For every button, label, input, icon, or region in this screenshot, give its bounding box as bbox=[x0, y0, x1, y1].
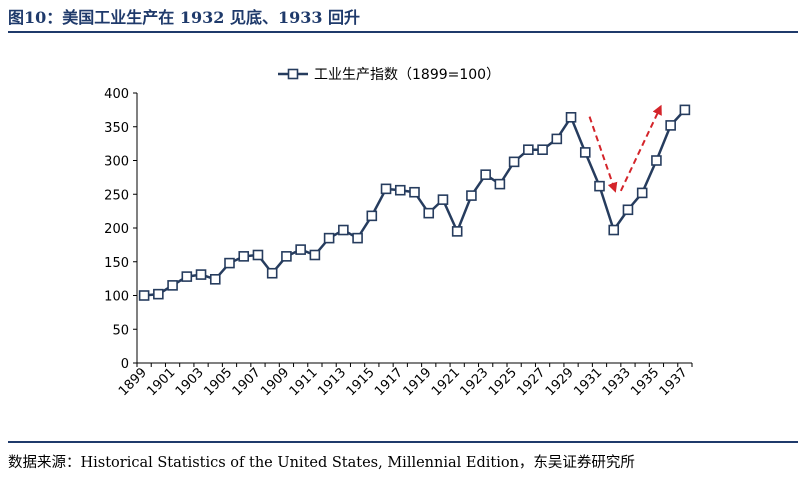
y-tick-label: 100 bbox=[104, 290, 129, 305]
data-point bbox=[380, 183, 392, 195]
figure-title: 图10：美国工业生产在 1932 见底、1933 回升 bbox=[8, 8, 361, 27]
y-axis-ticks: 0 50 100 150 200 250 300 350 400 bbox=[104, 87, 137, 372]
data-point bbox=[138, 290, 150, 301]
data-point bbox=[423, 207, 435, 219]
data-point bbox=[679, 104, 691, 116]
data-point bbox=[409, 186, 420, 198]
x-tick-label: 1927 bbox=[514, 365, 548, 399]
data-point bbox=[309, 249, 321, 261]
data-point bbox=[565, 112, 577, 123]
data-point bbox=[394, 184, 406, 196]
top-rule bbox=[8, 31, 798, 33]
legend-marker-swatch bbox=[287, 68, 299, 80]
recovery-arrow bbox=[619, 104, 662, 192]
data-point bbox=[480, 169, 491, 180]
data-point bbox=[651, 155, 662, 166]
data-point bbox=[508, 156, 520, 168]
data-point bbox=[523, 144, 534, 155]
data-point bbox=[338, 224, 349, 236]
x-tick-label: 1937 bbox=[657, 365, 691, 399]
data-point bbox=[266, 267, 278, 279]
data-point bbox=[238, 251, 250, 262]
data-point bbox=[551, 133, 563, 145]
data-point bbox=[665, 120, 676, 131]
data-point bbox=[636, 187, 648, 199]
y-tick-label: 350 bbox=[104, 121, 129, 136]
data-point bbox=[579, 147, 591, 158]
x-tick-label: 1929 bbox=[543, 365, 577, 399]
data-point bbox=[352, 232, 363, 244]
data-point bbox=[451, 226, 463, 237]
data-point bbox=[181, 271, 193, 282]
legend-label: 工业生产指数（1899=100） bbox=[314, 67, 500, 83]
x-tick-label: 1911 bbox=[287, 365, 321, 399]
x-tick-label: 1919 bbox=[401, 365, 435, 399]
data-point bbox=[153, 288, 164, 300]
x-tick-label: 1901 bbox=[144, 365, 178, 399]
x-tick-label: 1931 bbox=[571, 365, 605, 399]
x-tick-label: 1923 bbox=[457, 365, 491, 399]
y-tick-label: 150 bbox=[104, 256, 129, 271]
x-tick-label: 1907 bbox=[230, 365, 264, 399]
legend: 工业生产指数（1899=100） bbox=[278, 67, 500, 83]
y-tick-label: 300 bbox=[104, 155, 129, 170]
data-point bbox=[167, 280, 178, 291]
data-point bbox=[323, 232, 335, 244]
x-tick-label: 1913 bbox=[315, 365, 349, 399]
data-point bbox=[494, 178, 506, 190]
data-point bbox=[594, 180, 605, 192]
decline-arrow bbox=[588, 116, 618, 193]
source-note: 数据来源：Historical Statistics of the United… bbox=[8, 455, 635, 471]
x-axis-ticks: 1899190119031905190719091911191319151917… bbox=[116, 363, 693, 399]
x-tick-label: 1905 bbox=[201, 365, 235, 399]
y-tick-label: 0 bbox=[121, 357, 129, 372]
y-tick-label: 250 bbox=[104, 188, 129, 203]
x-tick-label: 1933 bbox=[600, 365, 634, 399]
x-tick-label: 1925 bbox=[486, 365, 520, 399]
data-point bbox=[224, 257, 235, 269]
data-point bbox=[209, 274, 221, 285]
y-tick-label: 200 bbox=[104, 222, 129, 237]
data-point bbox=[366, 210, 378, 222]
data-point bbox=[466, 190, 477, 201]
x-tick-label: 1921 bbox=[429, 365, 463, 399]
x-tick-label: 1903 bbox=[173, 365, 207, 399]
data-point bbox=[537, 144, 548, 155]
annotations bbox=[588, 104, 662, 193]
data-point bbox=[622, 204, 634, 216]
x-tick-label: 1909 bbox=[258, 365, 292, 399]
data-point bbox=[195, 269, 207, 280]
x-tick-label: 1917 bbox=[372, 365, 406, 399]
data-point bbox=[437, 194, 449, 205]
y-tick-label: 50 bbox=[112, 323, 129, 338]
x-tick-label: 1935 bbox=[628, 365, 662, 399]
line-chart: 工业生产指数（1899=100） 0 50 100 150 200 250 300 350 40… bbox=[104, 67, 693, 399]
bottom-rule bbox=[8, 441, 798, 443]
data-point bbox=[281, 251, 292, 262]
data-point bbox=[295, 244, 306, 255]
series-1 bbox=[138, 104, 691, 301]
y-tick-label: 400 bbox=[104, 87, 129, 102]
data-point bbox=[608, 224, 620, 236]
x-tick-label: 1915 bbox=[344, 365, 378, 399]
data-point bbox=[252, 249, 264, 261]
